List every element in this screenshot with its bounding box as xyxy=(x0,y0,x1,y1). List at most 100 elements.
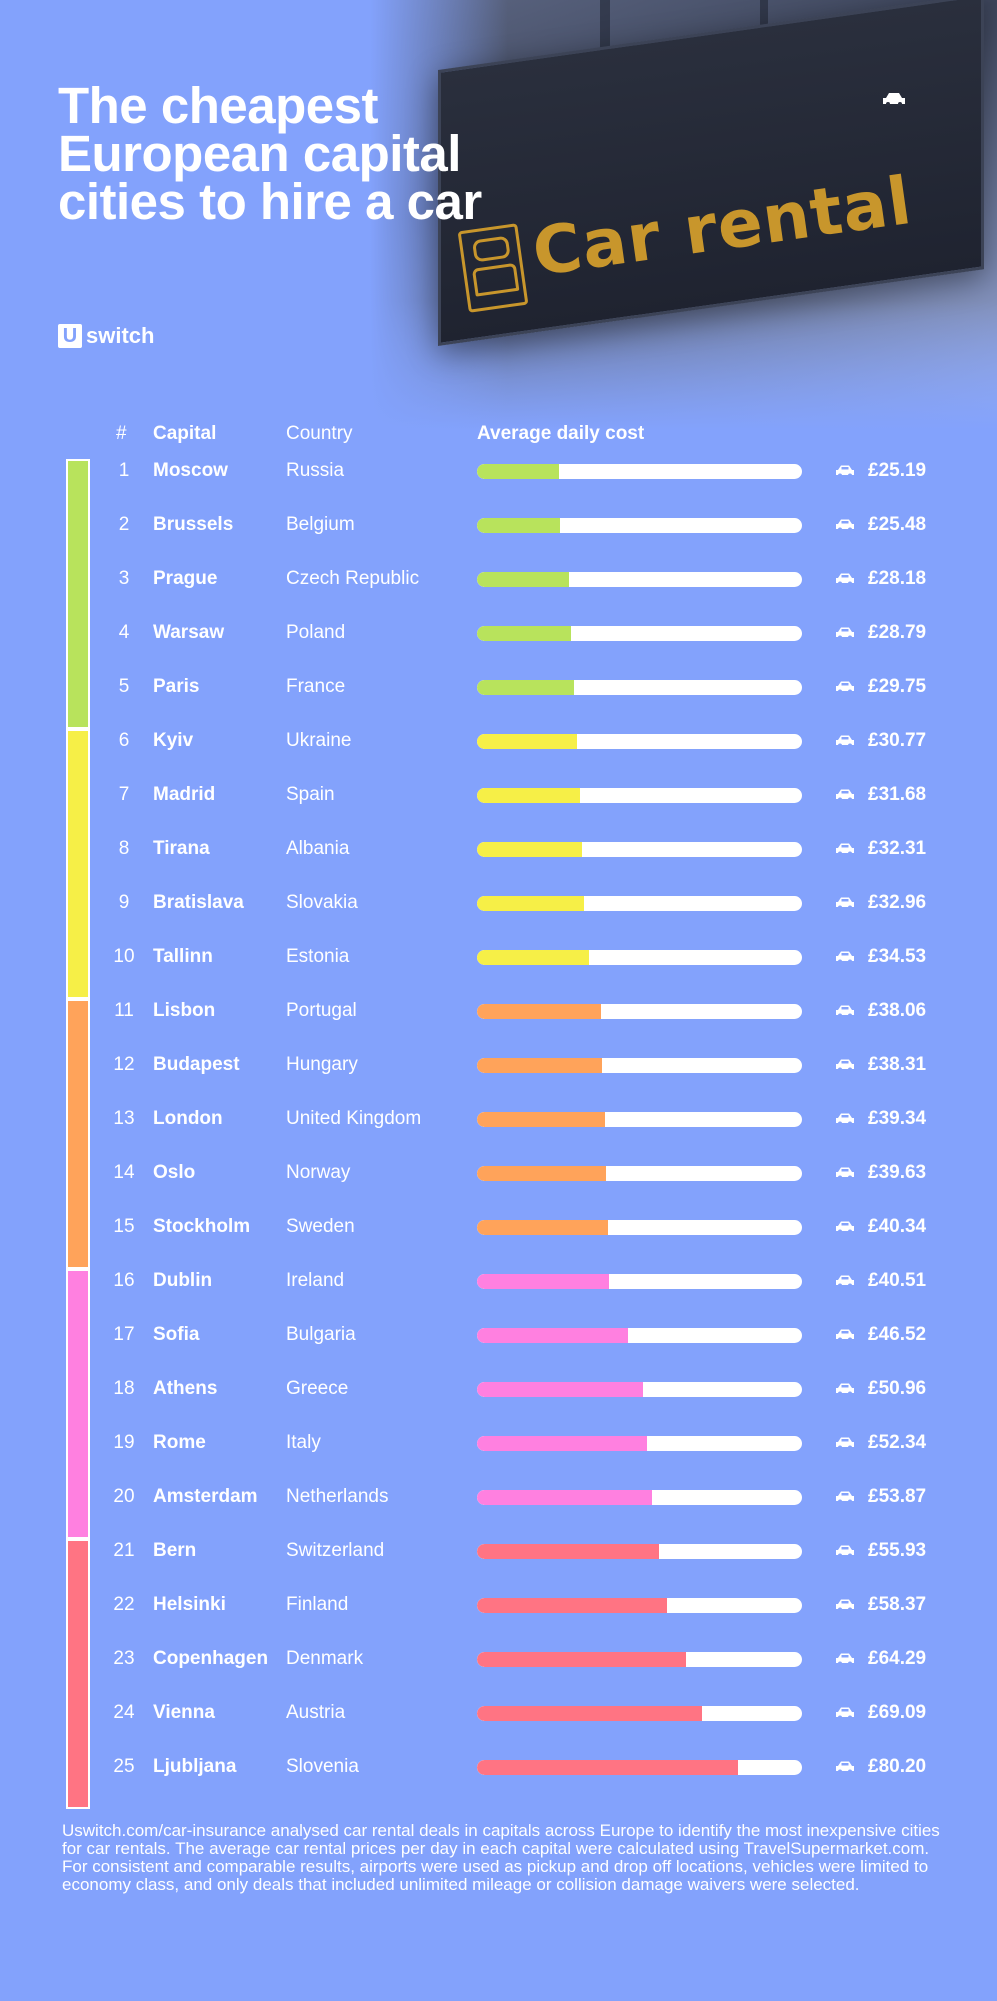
header-country: Country xyxy=(286,423,353,444)
car-icon xyxy=(883,93,905,106)
bar-value xyxy=(477,842,582,857)
country-name: Finland xyxy=(286,1594,349,1615)
car-icon xyxy=(836,627,854,640)
bar-track xyxy=(477,1490,802,1505)
capital-name: Dublin xyxy=(153,1270,213,1291)
bar-track xyxy=(477,626,802,641)
country-name: Czech Republic xyxy=(286,568,420,589)
rank-number: 10 xyxy=(113,946,135,967)
capital-name: Bratislava xyxy=(153,892,244,913)
cost-value: £28.18 xyxy=(868,568,927,589)
country-name: Hungary xyxy=(286,1054,358,1075)
car-icon xyxy=(836,1437,854,1450)
bar-value xyxy=(477,896,585,911)
country-name: Ireland xyxy=(286,1270,345,1291)
country-name: Spain xyxy=(286,784,335,805)
bar-value xyxy=(477,1490,653,1505)
rank-number: 14 xyxy=(113,1162,135,1183)
bar-value xyxy=(477,1112,605,1127)
car-icon xyxy=(836,519,854,532)
bar-track xyxy=(477,1544,802,1559)
bar-value xyxy=(477,1760,738,1775)
capital-name: Oslo xyxy=(153,1162,196,1183)
bar-value xyxy=(477,1598,667,1613)
country-name: France xyxy=(286,676,346,697)
country-name: Austria xyxy=(286,1702,346,1723)
table-row: 24 Vienna Austria £69.09 xyxy=(0,1696,997,1726)
price-group-bar xyxy=(66,999,90,1269)
cost-value: £28.79 xyxy=(868,622,927,643)
rank-number: 25 xyxy=(113,1756,135,1777)
car-icon xyxy=(836,1653,854,1666)
rank-number: 12 xyxy=(113,1054,135,1075)
bar-track xyxy=(477,1436,802,1451)
capital-name: Stockholm xyxy=(153,1216,251,1237)
bar-value xyxy=(477,1652,686,1667)
bar-value xyxy=(477,572,569,587)
cost-value: £50.96 xyxy=(868,1378,927,1399)
rank-number: 1 xyxy=(118,460,130,481)
car-icon xyxy=(836,843,854,856)
capital-name: Kyiv xyxy=(153,730,194,751)
car-icon xyxy=(836,735,854,748)
capital-name: Tirana xyxy=(153,838,210,859)
country-name: Slovenia xyxy=(286,1756,359,1777)
table-row: 9 Bratislava Slovakia £32.96 xyxy=(0,886,997,916)
car-icon xyxy=(836,897,854,910)
table-row: 19 Rome Italy £52.34 xyxy=(0,1426,997,1456)
table-row: 2 Brussels Belgium £25.48 xyxy=(0,508,997,538)
table-row: 23 Copenhagen Denmark £64.29 xyxy=(0,1642,997,1672)
country-name: Italy xyxy=(286,1432,321,1453)
bar-value xyxy=(477,1220,609,1235)
price-group-bar xyxy=(66,1269,90,1539)
table-row: 12 Budapest Hungary £38.31 xyxy=(0,1048,997,1078)
capital-name: London xyxy=(153,1108,223,1129)
rank-number: 6 xyxy=(118,730,130,751)
rank-number: 13 xyxy=(113,1108,135,1129)
car-icon xyxy=(836,1059,854,1072)
bar-value xyxy=(477,1004,601,1019)
cost-value: £80.20 xyxy=(868,1756,927,1777)
cost-value: £32.31 xyxy=(868,838,927,859)
bar-value xyxy=(477,788,580,803)
cost-value: £69.09 xyxy=(868,1702,927,1723)
table-row: 6 Kyiv Ukraine £30.77 xyxy=(0,724,997,754)
cost-value: £53.87 xyxy=(868,1486,927,1507)
table-row: 1 Moscow Russia £25.19 xyxy=(0,454,997,484)
table-row: 4 Warsaw Poland £28.79 xyxy=(0,616,997,646)
bar-track xyxy=(477,734,802,749)
rank-number: 9 xyxy=(118,892,130,913)
bar-value xyxy=(477,950,590,965)
car-icon xyxy=(836,1221,854,1234)
hero-banner: Car rental xyxy=(0,0,997,430)
rank-number: 7 xyxy=(118,784,130,805)
rank-number: 2 xyxy=(118,514,130,535)
bar-value xyxy=(477,1328,629,1343)
table-row: 3 Prague Czech Republic £28.18 xyxy=(0,562,997,592)
car-icon xyxy=(836,1383,854,1396)
country-name: Albania xyxy=(286,838,350,859)
bar-track xyxy=(477,788,802,803)
table-row: 17 Sofia Bulgaria £46.52 xyxy=(0,1318,997,1348)
price-group-bar xyxy=(66,1539,90,1809)
rank-number: 24 xyxy=(113,1702,135,1723)
rank-number: 15 xyxy=(113,1216,135,1237)
cost-value: £55.93 xyxy=(868,1540,927,1561)
table-row: 7 Madrid Spain £31.68 xyxy=(0,778,997,808)
page-title: The cheapest European capital cities to … xyxy=(58,77,482,230)
bar-track xyxy=(477,950,802,965)
bar-value xyxy=(477,518,560,533)
car-key-icon xyxy=(457,223,529,313)
bar-track xyxy=(477,1598,802,1613)
car-icon xyxy=(836,1599,854,1612)
rank-number: 5 xyxy=(118,676,130,697)
table-row: 18 Athens Greece £50.96 xyxy=(0,1372,997,1402)
car-icon xyxy=(836,573,854,586)
bar-value xyxy=(477,1382,643,1397)
capital-name: Paris xyxy=(153,676,200,697)
table-row: 15 Stockholm Sweden £40.34 xyxy=(0,1210,997,1240)
country-name: Ukraine xyxy=(286,730,352,751)
country-name: Poland xyxy=(286,622,346,643)
capital-name: Vienna xyxy=(153,1702,215,1723)
car-icon xyxy=(836,951,854,964)
